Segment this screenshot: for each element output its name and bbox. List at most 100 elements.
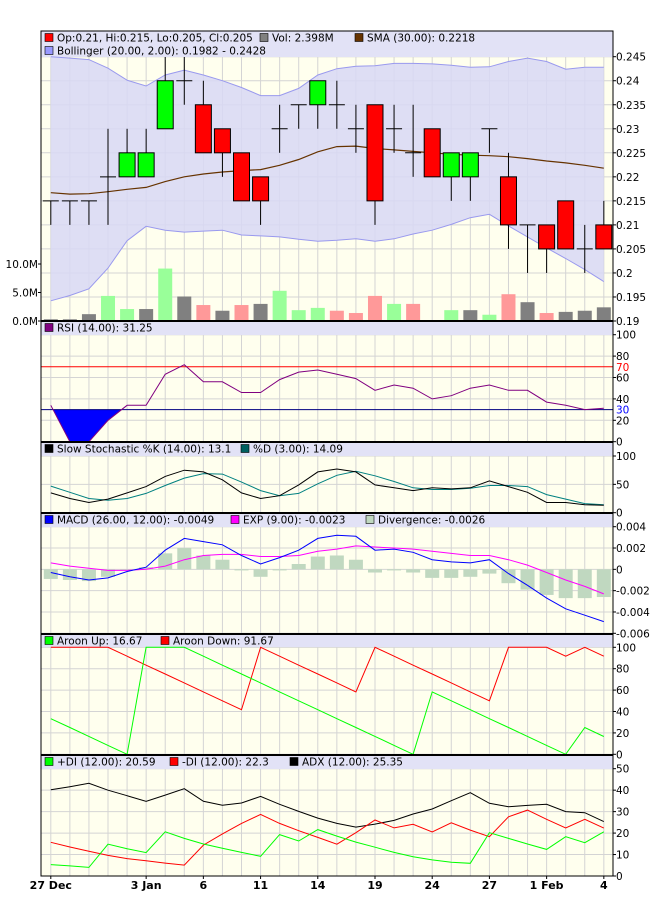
y-tick-label: 0.205	[616, 244, 646, 256]
plot-background	[41, 755, 613, 876]
rsi-oversold-fill	[50, 409, 604, 442]
divergence-bar	[558, 569, 573, 599]
legend-swatch	[44, 757, 54, 766]
candle-body	[557, 200, 575, 250]
rsi-level-label: 30	[616, 405, 629, 417]
candle-body	[194, 104, 212, 154]
minus-di-line	[50, 809, 605, 866]
legend-swatch	[44, 636, 54, 645]
volume-bar	[139, 309, 154, 321]
y-tick-label: -0.002	[616, 586, 650, 598]
legend-swatch	[169, 757, 179, 766]
macd-exp-line	[50, 545, 604, 595]
candle-body	[309, 80, 327, 106]
y-tick-label: 100	[616, 451, 636, 463]
stochastic-k-line	[50, 468, 604, 506]
divergence-bar	[139, 567, 154, 570]
y-tick-label: 50	[616, 479, 629, 491]
volume-tick-label: 10.0M	[6, 259, 38, 271]
y-tick-label: 0.235	[616, 100, 646, 112]
y-tick-label: 80	[616, 664, 629, 676]
y-tick-label: 0.215	[616, 196, 646, 208]
x-tick-label: 14	[310, 879, 326, 892]
panel-2: 0 50 100 Slow Stochastic %K (14.00): 13.1 %D…	[41, 441, 636, 520]
legend-label: Slow Stochastic %K (14.00): 13.1	[57, 444, 231, 456]
volume-tick-label: 0.0M	[12, 316, 38, 328]
y-tick-label: -0.006	[616, 628, 650, 640]
volume-bar	[367, 295, 382, 321]
candle-body	[442, 152, 460, 178]
legend-label: SMA (30.00): 0.2218	[367, 33, 475, 45]
divergence-bar	[272, 569, 287, 571]
rsi-line	[50, 364, 604, 443]
divergence-bar	[596, 569, 611, 598]
candle-body	[538, 224, 556, 250]
plot-background	[41, 321, 613, 442]
legend-swatch	[160, 636, 170, 645]
divergence-bar	[406, 569, 421, 573]
legend-swatch	[44, 444, 54, 453]
candle-body	[213, 128, 231, 154]
y-tick-label: 60	[616, 685, 629, 697]
volume-bar	[482, 314, 497, 321]
candle-body	[137, 152, 155, 178]
divergence-bar	[539, 569, 554, 595]
legend-label: Vol: 2.398M	[272, 33, 334, 45]
rsi-level-label: 70	[616, 362, 629, 374]
panel-4: 0 20 40 60 80 100 Aroon Up: 16.67 Aroon Down: 9…	[41, 633, 636, 761]
divergence-bar	[520, 569, 535, 590]
y-tick-label: 0	[616, 564, 623, 576]
volume-bar	[234, 305, 249, 321]
legend-label: Op:0.21, Hi:0.215, Lo:0.205, Cl:0.205	[57, 33, 253, 45]
candle-body	[156, 80, 174, 130]
volume-bar	[177, 296, 192, 321]
volume-tick-label: 5.0M	[12, 288, 38, 300]
divergence-bar	[291, 564, 306, 570]
divergence-bar	[81, 569, 96, 582]
legend-swatch	[259, 33, 269, 42]
volume-bar	[463, 310, 478, 321]
y-tick-label: 0	[616, 437, 623, 449]
y-tick-label: -0.004	[616, 607, 650, 619]
y-tick-label: 0	[616, 749, 623, 761]
y-tick-label: 0.23	[616, 124, 639, 136]
y-tick-label: 80	[616, 351, 629, 363]
y-tick-label: 0	[616, 508, 623, 520]
candle-body	[423, 128, 441, 178]
legend-swatch	[289, 757, 299, 766]
volume-bar	[196, 305, 211, 321]
divergence-bar	[501, 569, 516, 584]
y-tick-label: 0.21	[616, 220, 639, 232]
legend-label: Aroon Up: 16.67	[57, 636, 142, 648]
volume-bar	[558, 311, 573, 321]
divergence-bar	[577, 569, 592, 599]
y-tick-label: 20	[616, 828, 629, 840]
divergence-bar	[253, 569, 268, 577]
candle-body	[252, 176, 270, 202]
panel-0: 0.19 0.195 0.2 0.205 0.21 0.215 0.22 0.225 0.23 0…	[6, 30, 646, 328]
divergence-bar	[215, 559, 230, 570]
x-tick-label: 6	[200, 879, 208, 892]
divergence-bar	[120, 569, 135, 571]
volume-bar	[81, 314, 96, 321]
volume-bar	[406, 303, 421, 321]
divergence-bar	[101, 569, 116, 577]
y-tick-label: 0.002	[616, 543, 646, 555]
y-tick-label: 30	[616, 807, 629, 819]
legend-label: RSI (14.00): 31.25	[57, 323, 153, 335]
y-tick-label: 50	[616, 764, 629, 776]
candle-body	[366, 104, 384, 202]
y-tick-label: 40	[616, 394, 629, 406]
legend-swatch	[44, 323, 54, 332]
x-tick-label: 19	[367, 879, 382, 892]
volume-bar	[387, 303, 402, 321]
y-tick-label: 0.19	[616, 316, 639, 328]
y-tick-label: 20	[616, 728, 629, 740]
legend-label: Bollinger (20.00, 2.00): 0.1982 - 0.2428	[57, 46, 266, 58]
volume-bar	[310, 307, 325, 321]
y-tick-label: 100	[616, 330, 636, 342]
adx-line	[50, 782, 605, 828]
candle-body	[233, 152, 250, 202]
volume-bar	[253, 303, 268, 321]
y-tick-label: 0.225	[616, 148, 646, 160]
